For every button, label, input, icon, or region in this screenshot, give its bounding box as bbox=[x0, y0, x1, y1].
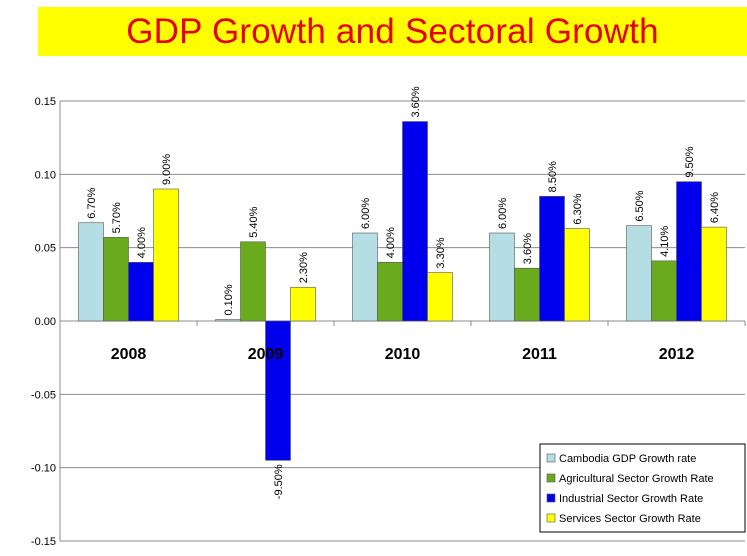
bar bbox=[290, 286, 316, 322]
data-label: 6.00% bbox=[360, 198, 372, 229]
bar bbox=[651, 260, 677, 322]
bar bbox=[352, 232, 378, 322]
bar bbox=[153, 188, 179, 322]
bar bbox=[539, 196, 565, 322]
chart-title: GDP Growth and Sectoral Growth bbox=[126, 12, 659, 51]
bar bbox=[215, 319, 241, 322]
data-label: 4.00% bbox=[385, 227, 397, 258]
category-label: 2008 bbox=[111, 346, 147, 363]
data-label: 4.10% bbox=[659, 225, 671, 256]
category-label: 2010 bbox=[385, 346, 421, 363]
legend-swatch bbox=[546, 493, 556, 503]
legend-label: Services Sector Growth Rate bbox=[559, 513, 701, 525]
bar bbox=[377, 262, 403, 322]
legend-label: Agricultural Sector Growth Rate bbox=[559, 473, 714, 485]
y-tick-label: 0.10 bbox=[35, 169, 56, 181]
bar bbox=[564, 228, 590, 322]
bar bbox=[701, 226, 727, 322]
legend-box bbox=[539, 443, 746, 533]
bar bbox=[128, 262, 154, 322]
y-tick-label: 0.00 bbox=[35, 316, 56, 328]
bar bbox=[427, 272, 453, 322]
y-tick-label: -0.15 bbox=[31, 536, 56, 548]
legend-label: Cambodia GDP Growth rate bbox=[559, 453, 696, 465]
y-tick-label: 0.15 bbox=[35, 96, 56, 108]
data-label: 6.70% bbox=[86, 187, 98, 218]
bar bbox=[514, 267, 540, 322]
data-label: 6.00% bbox=[497, 198, 509, 229]
legend-swatch bbox=[546, 513, 556, 523]
bar bbox=[265, 320, 291, 461]
data-label: 5.40% bbox=[248, 206, 260, 237]
legend-label: Industrial Sector Growth Rate bbox=[559, 493, 703, 505]
data-label: 3.30% bbox=[435, 237, 447, 268]
bar bbox=[676, 181, 702, 322]
title-banner: GDP Growth and Sectoral Growth bbox=[38, 7, 747, 56]
y-tick-label: -0.05 bbox=[31, 389, 56, 401]
data-label: 3.60% bbox=[522, 233, 534, 264]
category-label: 2009 bbox=[248, 346, 284, 363]
data-label: -9.50% bbox=[273, 464, 285, 499]
bar bbox=[240, 241, 266, 322]
bar bbox=[78, 222, 104, 322]
data-label: 9.50% bbox=[684, 146, 696, 177]
data-label: 8.50% bbox=[547, 161, 559, 192]
data-label: 5.70% bbox=[111, 202, 123, 233]
data-label: 2.30% bbox=[298, 252, 310, 283]
category-label: 2012 bbox=[659, 346, 695, 363]
data-label: 6.30% bbox=[572, 193, 584, 224]
bar bbox=[402, 121, 428, 322]
legend-swatch bbox=[546, 453, 556, 463]
data-label: 0.10% bbox=[223, 284, 235, 315]
bar bbox=[489, 232, 515, 322]
y-tick-label: -0.10 bbox=[31, 463, 56, 475]
category-label: 2011 bbox=[522, 346, 557, 363]
legend-swatch bbox=[546, 473, 556, 483]
y-tick-label: 0.05 bbox=[35, 243, 56, 255]
bar bbox=[103, 237, 129, 322]
data-label: 6.50% bbox=[634, 190, 646, 221]
data-label: 6.40% bbox=[709, 192, 721, 223]
data-label: 9.00% bbox=[161, 154, 173, 185]
data-label: 4.00% bbox=[136, 227, 148, 258]
bar bbox=[626, 225, 652, 322]
data-label: 3.60% bbox=[410, 86, 422, 117]
